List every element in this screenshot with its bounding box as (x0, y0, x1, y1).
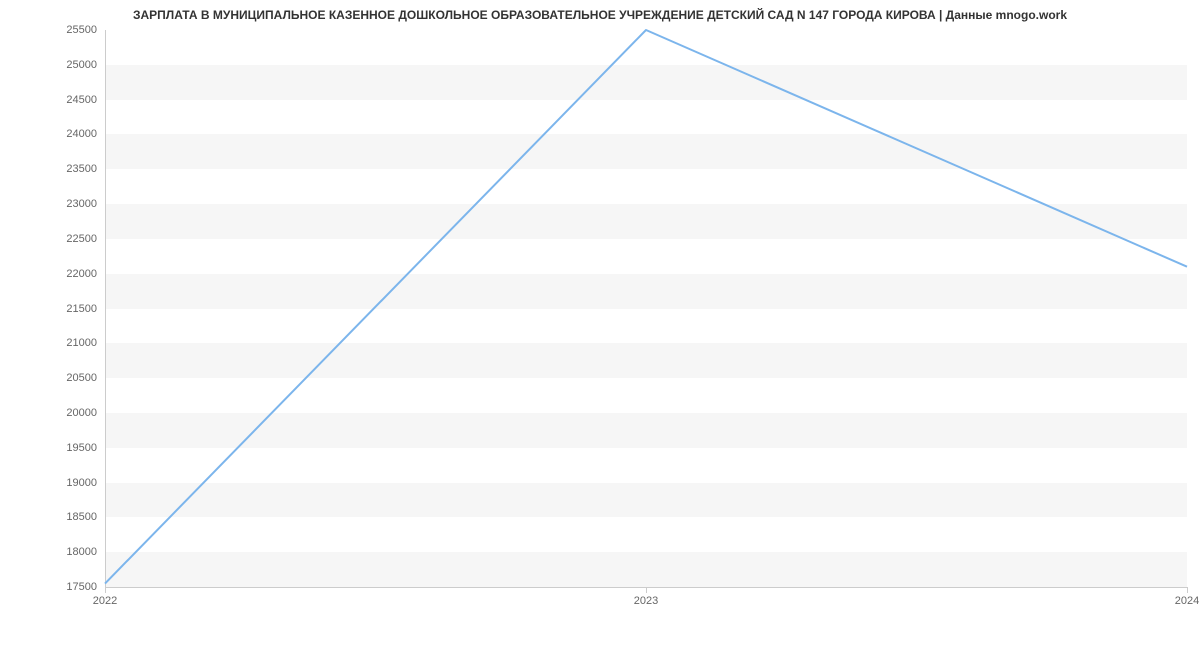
y-tick-label: 20000 (37, 407, 97, 419)
y-tick-label: 19000 (37, 477, 97, 489)
y-tick-label: 18000 (37, 546, 97, 558)
y-tick-label: 22500 (37, 233, 97, 245)
y-tick-label: 22000 (37, 268, 97, 280)
line-layer (105, 30, 1187, 587)
x-tick-label: 2022 (93, 595, 117, 607)
x-tick-label: 2023 (634, 595, 658, 607)
x-tick-label: 2024 (1175, 595, 1199, 607)
y-tick-label: 20500 (37, 372, 97, 384)
series-line-salary (105, 30, 1187, 584)
chart-title: ЗАРПЛАТА В МУНИЦИПАЛЬНОЕ КАЗЕННОЕ ДОШКОЛ… (0, 8, 1200, 22)
y-tick-label: 19500 (37, 442, 97, 454)
x-tick-mark (105, 587, 106, 593)
y-tick-label: 23000 (37, 198, 97, 210)
x-tick-mark (646, 587, 647, 593)
y-tick-label: 24000 (37, 128, 97, 140)
y-tick-label: 17500 (37, 581, 97, 593)
y-tick-label: 21000 (37, 337, 97, 349)
y-tick-label: 18500 (37, 511, 97, 523)
y-tick-label: 24500 (37, 94, 97, 106)
plot-area (105, 30, 1187, 587)
y-tick-label: 21500 (37, 303, 97, 315)
x-tick-mark (1187, 587, 1188, 593)
salary-line-chart: ЗАРПЛАТА В МУНИЦИПАЛЬНОЕ КАЗЕННОЕ ДОШКОЛ… (0, 0, 1200, 650)
y-tick-label: 25000 (37, 59, 97, 71)
y-tick-label: 23500 (37, 163, 97, 175)
y-tick-label: 25500 (37, 24, 97, 36)
